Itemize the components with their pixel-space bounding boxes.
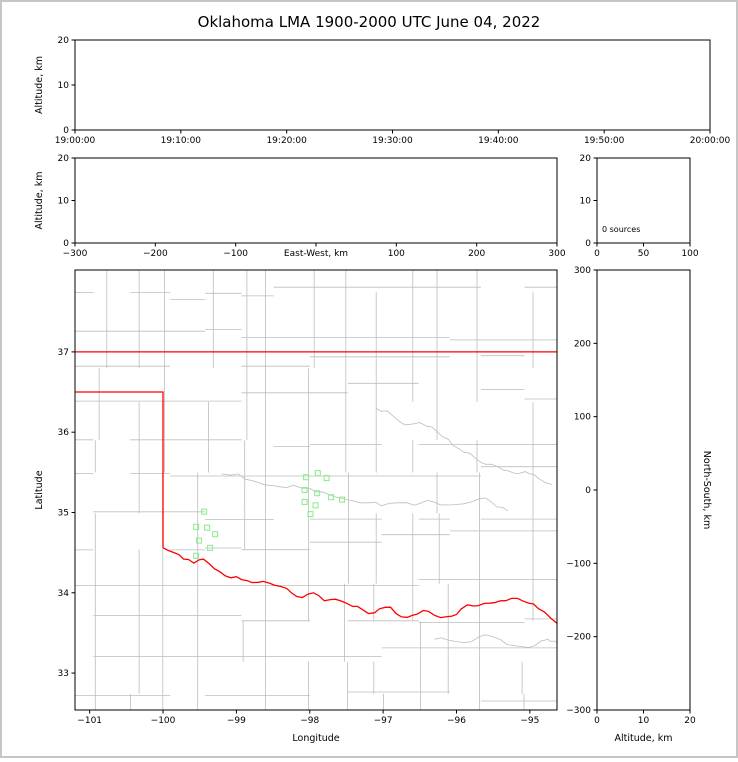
y-tick-label: −200 — [566, 633, 591, 643]
y-tick-label: 20 — [58, 154, 70, 164]
x-tick-label: 100 — [388, 249, 405, 259]
x-tick-label: 19:00:00 — [55, 136, 96, 146]
state-border-red-river — [162, 547, 557, 624]
x-tick-label: 0 — [594, 716, 600, 726]
x-tick-label: −99 — [227, 716, 246, 726]
y-tick-label: −100 — [566, 559, 591, 569]
lma-stations — [193, 470, 346, 559]
x-tick-label: −96 — [447, 716, 466, 726]
lma-station-marker — [303, 474, 310, 481]
panel-time-altitude: 0 10 20 19:00:00 19:10:00 19:20:00 19:30:00 19:… — [34, 36, 730, 146]
axes-frame — [74, 157, 558, 244]
lma-station-marker — [314, 490, 321, 497]
axes-frame — [596, 269, 691, 711]
x-tick-label: −97 — [374, 716, 393, 726]
lma-station-marker — [193, 552, 200, 559]
y-tick-label: 10 — [580, 197, 592, 207]
x-tick-label: 10 — [638, 716, 650, 726]
y-tick-label: 10 — [58, 197, 70, 207]
y-tick-label: 10 — [58, 81, 70, 91]
panel-eastwest-altitude: 0 10 20 −300 −200 −100 100 200 300 East-West, km A… — [34, 154, 566, 259]
y-tick-label: 100 — [574, 413, 591, 423]
x-tick-label: 19:50:00 — [584, 136, 625, 146]
y-tick-label: −300 — [566, 706, 591, 716]
x-tick-label: 19:20:00 — [266, 136, 307, 146]
y-tick-label: 0 — [585, 239, 591, 249]
y-tick-label: 200 — [574, 339, 591, 349]
y-axis-label: Altitude, km — [34, 56, 45, 114]
y-tick-label: 0 — [585, 486, 591, 496]
lma-station-marker — [323, 474, 330, 482]
x-tick-label: 50 — [638, 249, 650, 259]
x-tick-label: 19:10:00 — [161, 136, 202, 146]
axes-frame — [74, 269, 558, 711]
source-count-annotation: 0 sources — [602, 225, 640, 234]
x-axis-label: East-West, km — [284, 249, 348, 259]
lma-station-marker — [201, 508, 208, 515]
y-tick-label: 33 — [58, 669, 69, 679]
figure-title: Oklahoma LMA 1900-2000 UTC June 04, 2022 — [198, 13, 541, 31]
y-axis-label: Latitude — [34, 470, 45, 509]
river-line — [375, 407, 552, 485]
x-tick-label: 20 — [684, 716, 696, 726]
panel-altitude-histogram: 0 10 20 0 50 100 0 sources — [580, 154, 699, 259]
y-tick-label: 20 — [58, 36, 70, 46]
x-tick-label: 20:00:00 — [690, 136, 731, 146]
y-axis-label: Altitude, km — [34, 172, 45, 230]
x-tick-label: −101 — [77, 716, 102, 726]
x-tick-label: 100 — [681, 249, 698, 259]
river-line — [221, 473, 509, 512]
y-tick-label: 0 — [63, 239, 69, 249]
x-tick-label: 19:40:00 — [478, 136, 519, 146]
y-tick-label: 300 — [574, 266, 591, 276]
x-tick-label: −95 — [520, 716, 539, 726]
x-tick-label: −300 — [63, 249, 88, 259]
map-layers — [75, 270, 557, 710]
x-axis-label: Longitude — [292, 733, 339, 744]
x-tick-label: 200 — [468, 249, 485, 259]
axes-frame — [74, 39, 711, 131]
lma-station-marker — [206, 544, 214, 551]
lma-station-marker — [193, 523, 200, 530]
lma-station-marker — [204, 524, 211, 531]
lma-station-marker — [338, 496, 346, 503]
y-tick-label: 37 — [58, 348, 69, 358]
lma-station-marker — [307, 511, 314, 518]
lma-station-marker — [195, 537, 203, 544]
lma-station-marker — [301, 486, 308, 494]
x-tick-label: 300 — [548, 249, 565, 259]
lma-station-marker — [314, 470, 321, 477]
panel-plan-view-map: −101 −100 −99 −98 −97 −96 −95 33 34 35 36 37 Longitu… — [34, 269, 558, 744]
lma-station-marker — [312, 502, 319, 509]
x-tick-label: 0 — [594, 249, 600, 259]
lma-station-marker — [327, 494, 335, 501]
county-boundaries — [75, 270, 557, 710]
x-axis-label: Altitude, km — [615, 733, 673, 744]
x-tick-label: 19:30:00 — [372, 136, 413, 146]
lma-station-marker — [212, 531, 219, 538]
x-tick-label: −98 — [300, 716, 319, 726]
state-border-texas-panhandle — [75, 391, 164, 548]
y-tick-label: 36 — [58, 428, 70, 438]
y-tick-label: 35 — [58, 508, 69, 518]
x-tick-label: −100 — [151, 716, 176, 726]
x-tick-label: −200 — [143, 249, 168, 259]
river-line — [434, 634, 557, 648]
y-tick-label: 34 — [58, 589, 70, 599]
panel-northsouth-altitude: −300 −200 −100 0 100 200 300 0 10 20 Altitude, km N… — [566, 266, 712, 744]
x-tick-label: −100 — [223, 249, 248, 259]
y-tick-label: 20 — [580, 154, 592, 164]
y-axis-label-right: North-South, km — [701, 451, 712, 529]
y-tick-label: 0 — [63, 126, 69, 136]
lma-station-marker — [301, 498, 308, 506]
